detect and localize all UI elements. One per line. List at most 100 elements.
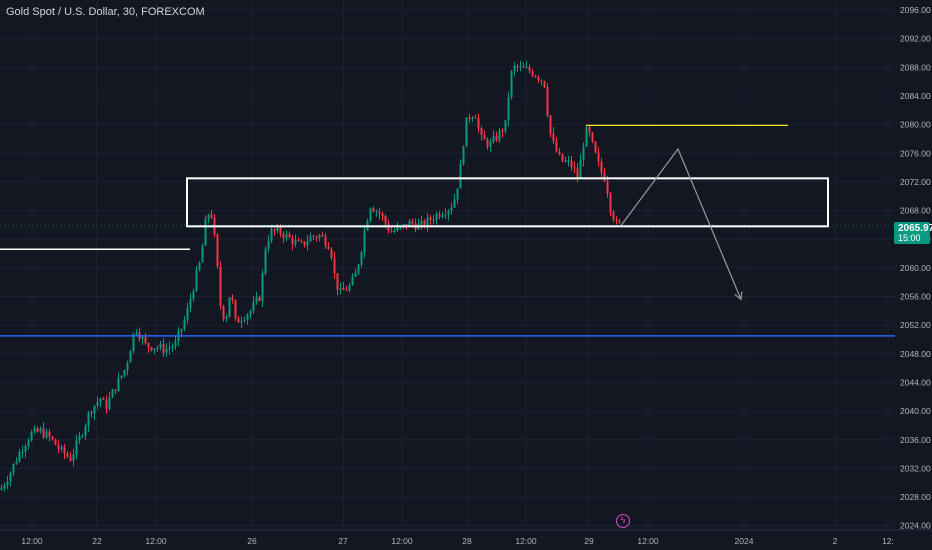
price-tick-label: 2092.00 bbox=[900, 34, 931, 44]
candle-body bbox=[204, 218, 207, 246]
candle-body bbox=[261, 273, 264, 301]
symbol-title[interactable]: Gold Spot / U.S. Dollar, 30, FOREXCOM bbox=[6, 6, 205, 18]
candle-body bbox=[507, 97, 510, 121]
candle-body bbox=[525, 67, 528, 69]
candle-body bbox=[66, 453, 69, 457]
price-tick-label: 2056.00 bbox=[900, 292, 931, 302]
candle-body bbox=[147, 343, 150, 348]
candle-body bbox=[423, 220, 426, 227]
price-axis[interactable]: 2024.00 2028.00 2032.00 2036.00 2040.00 2044.… bbox=[900, 5, 931, 531]
candle-body bbox=[474, 117, 477, 119]
candle-body bbox=[180, 328, 183, 332]
bar-countdown: 15:00 bbox=[898, 233, 921, 243]
candle-body bbox=[102, 398, 105, 400]
candle-body bbox=[354, 273, 357, 277]
candle-body bbox=[501, 130, 504, 132]
candle-body bbox=[273, 229, 276, 232]
candle-body bbox=[369, 208, 372, 221]
price-tick-label: 2084.00 bbox=[900, 91, 931, 101]
candle-body bbox=[210, 214, 213, 218]
candle-body bbox=[93, 405, 96, 414]
candle-body bbox=[312, 235, 315, 238]
candle-body bbox=[168, 347, 171, 349]
candle-body bbox=[363, 230, 366, 253]
lightning-icon[interactable]: ϟ bbox=[616, 514, 630, 528]
candle-body bbox=[27, 440, 30, 447]
candle-body bbox=[270, 229, 273, 242]
candle-body bbox=[552, 133, 555, 142]
time-tick-label: 28 bbox=[462, 536, 472, 546]
candle-body bbox=[57, 444, 60, 449]
candle-body bbox=[198, 262, 201, 271]
candle-body bbox=[264, 248, 267, 274]
candle-body bbox=[144, 337, 147, 344]
candle-body bbox=[9, 472, 12, 482]
candle-body bbox=[123, 370, 126, 376]
candle-body bbox=[609, 193, 612, 212]
candle-body bbox=[480, 128, 483, 136]
candle-body bbox=[12, 463, 15, 473]
candle-body bbox=[135, 332, 138, 334]
candle-body bbox=[378, 211, 381, 214]
candle-body bbox=[504, 120, 507, 132]
time-tick-label: 12:00 bbox=[637, 536, 659, 546]
candle-body bbox=[393, 230, 396, 233]
candle-body bbox=[219, 266, 222, 306]
candle-body bbox=[132, 333, 135, 352]
candle-body bbox=[126, 362, 129, 371]
candle-body bbox=[495, 136, 498, 141]
candle-body bbox=[531, 70, 534, 76]
candle-body bbox=[150, 347, 153, 351]
candle-body bbox=[231, 297, 234, 301]
candle-body bbox=[282, 233, 285, 238]
candle-body bbox=[39, 428, 42, 432]
candle-body bbox=[195, 270, 198, 291]
candle-body bbox=[558, 151, 561, 155]
candle-body bbox=[351, 276, 354, 286]
drawing-layer[interactable] bbox=[0, 124, 895, 337]
time-tick-label: 2024 bbox=[735, 536, 754, 546]
price-tick-label: 2076.00 bbox=[900, 148, 931, 158]
candle-body bbox=[111, 389, 114, 398]
candle-body bbox=[441, 215, 444, 217]
candle-body bbox=[315, 237, 318, 239]
candle-body bbox=[330, 249, 333, 258]
candle-body bbox=[63, 446, 66, 454]
candle-body bbox=[291, 237, 294, 245]
candle-body bbox=[36, 428, 39, 432]
candle-body bbox=[141, 337, 144, 339]
candle-body bbox=[345, 290, 348, 292]
candle-body bbox=[522, 66, 525, 68]
candle-body bbox=[591, 132, 594, 142]
candle-body bbox=[192, 290, 195, 299]
candle-body bbox=[483, 135, 486, 140]
candle-body bbox=[498, 130, 501, 141]
candle-body bbox=[540, 79, 543, 82]
candle-body bbox=[489, 142, 492, 147]
candle-body bbox=[612, 211, 615, 220]
candle-body bbox=[579, 160, 582, 178]
candle-body bbox=[153, 348, 156, 351]
candle-body bbox=[420, 220, 423, 224]
candle-body bbox=[381, 213, 384, 217]
candle-body bbox=[537, 77, 540, 80]
candle-body bbox=[453, 199, 456, 208]
candle-body bbox=[543, 81, 546, 88]
candle-body bbox=[33, 428, 36, 433]
candle-body bbox=[582, 146, 585, 161]
candle-body bbox=[129, 351, 132, 363]
candle-body bbox=[165, 348, 168, 353]
candle-body bbox=[267, 241, 270, 249]
candle-body bbox=[465, 117, 468, 147]
candle-body bbox=[255, 296, 258, 303]
candle-body bbox=[3, 485, 6, 489]
candle-body bbox=[384, 216, 387, 224]
time-axis[interactable]: 12:00 22 12:00 26 27 12:00 28 12:00 29 12:00 2024 2… bbox=[21, 536, 894, 546]
price-tick-label: 2024.00 bbox=[900, 521, 931, 531]
candle-body bbox=[201, 245, 204, 263]
time-tick-label: 22 bbox=[92, 536, 102, 546]
candle-body bbox=[45, 431, 48, 438]
candle-body bbox=[78, 435, 81, 441]
candle-body bbox=[156, 347, 159, 349]
